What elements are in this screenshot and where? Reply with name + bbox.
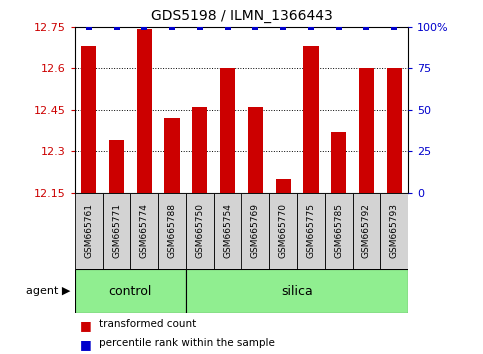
Text: GSM665793: GSM665793 [390, 204, 399, 258]
Bar [103, 193, 130, 269]
Bar [220, 68, 235, 193]
Text: GSM665788: GSM665788 [168, 204, 177, 258]
Text: control: control [109, 285, 152, 298]
Text: GSM665769: GSM665769 [251, 204, 260, 258]
Bar [270, 193, 297, 269]
Text: ■: ■ [80, 338, 91, 351]
Text: agent ▶: agent ▶ [26, 286, 70, 296]
Bar [325, 193, 353, 269]
Bar [275, 179, 291, 193]
Bar [297, 193, 325, 269]
Bar [242, 193, 270, 269]
Text: GSM665770: GSM665770 [279, 204, 288, 258]
Text: ■: ■ [80, 319, 91, 332]
Bar [186, 269, 408, 313]
Text: silica: silica [281, 285, 313, 298]
Text: GSM665754: GSM665754 [223, 204, 232, 258]
Bar [75, 193, 102, 269]
Text: GSM665775: GSM665775 [306, 204, 315, 258]
Bar [158, 193, 186, 269]
Bar [130, 193, 158, 269]
Text: GSM665785: GSM665785 [334, 204, 343, 258]
Bar [353, 193, 380, 269]
Text: GSM665771: GSM665771 [112, 204, 121, 258]
Bar [164, 118, 180, 193]
Text: GSM665774: GSM665774 [140, 204, 149, 258]
Bar [331, 132, 346, 193]
Text: percentile rank within the sample: percentile rank within the sample [99, 338, 275, 348]
Bar [109, 140, 124, 193]
Text: GSM665792: GSM665792 [362, 204, 371, 258]
Bar [386, 68, 402, 193]
Bar [81, 46, 97, 193]
Bar [75, 269, 186, 313]
Bar [213, 193, 242, 269]
Text: GSM665761: GSM665761 [84, 204, 93, 258]
Bar [359, 68, 374, 193]
Bar [192, 107, 208, 193]
Bar [248, 107, 263, 193]
Bar [186, 193, 213, 269]
Text: GSM665750: GSM665750 [195, 204, 204, 258]
Text: transformed count: transformed count [99, 319, 196, 329]
Text: GDS5198 / ILMN_1366443: GDS5198 / ILMN_1366443 [151, 9, 332, 23]
Bar [381, 193, 408, 269]
Bar [303, 46, 319, 193]
Bar [137, 29, 152, 193]
